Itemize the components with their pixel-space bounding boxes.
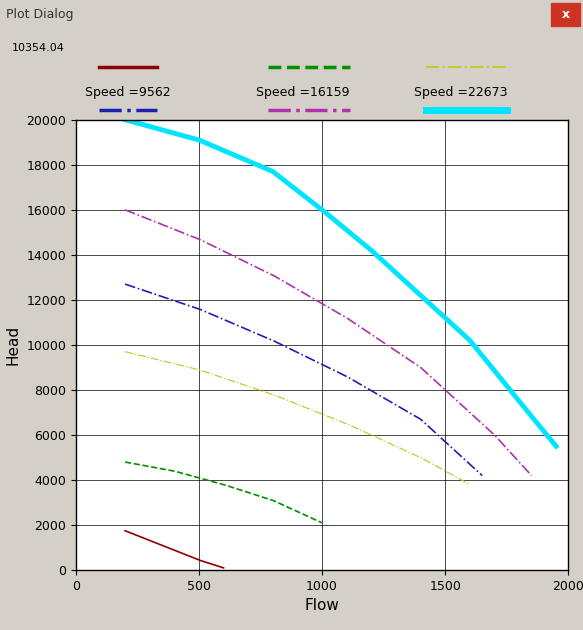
Text: Speed =26129: Speed =26129 <box>82 128 175 140</box>
Text: Speed =22673: Speed =22673 <box>414 86 507 98</box>
Text: Plot Dialog: Plot Dialog <box>6 8 73 21</box>
Y-axis label: Head: Head <box>6 325 20 365</box>
Text: 10354.04: 10354.04 <box>12 43 65 54</box>
Text: Speed =29382: Speed =29382 <box>257 128 350 140</box>
Text: Speed =9562: Speed =9562 <box>86 86 171 98</box>
Text: Speed =32682: Speed =32682 <box>414 128 507 140</box>
Bar <box>551 3 580 25</box>
Text: x: x <box>561 8 570 21</box>
Text: Speed =16159: Speed =16159 <box>257 86 350 98</box>
X-axis label: Flow: Flow <box>305 598 339 614</box>
